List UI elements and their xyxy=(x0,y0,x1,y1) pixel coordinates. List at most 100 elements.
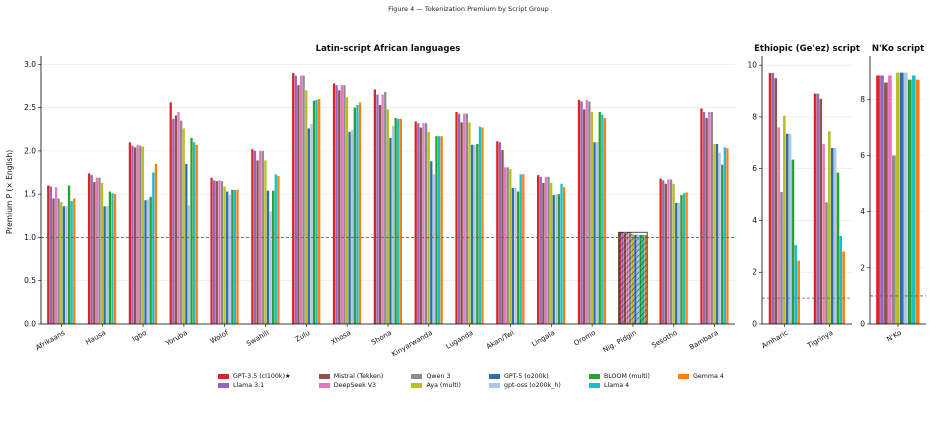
y-tick-label: 6 xyxy=(752,164,757,173)
bar xyxy=(911,75,916,324)
bar xyxy=(272,190,275,324)
bar xyxy=(876,75,880,324)
bar xyxy=(601,114,604,324)
bar-hatch xyxy=(626,232,629,324)
bar xyxy=(907,79,912,324)
bar xyxy=(519,174,522,324)
legend-swatch xyxy=(218,374,229,379)
bar xyxy=(152,172,155,324)
bar xyxy=(190,137,193,324)
bar xyxy=(598,111,601,325)
bar xyxy=(391,125,395,325)
bar xyxy=(103,206,106,324)
bar xyxy=(498,142,502,324)
bar xyxy=(785,133,789,324)
y-axis-label: Premium P (× English) xyxy=(5,150,14,234)
x-tick-label: Xhosa xyxy=(330,329,353,347)
bar xyxy=(478,126,482,325)
bar xyxy=(503,167,507,324)
bar xyxy=(788,133,792,324)
y-tick-label: 8 xyxy=(860,95,865,104)
bar xyxy=(664,183,667,324)
x-tick-label: Amharic xyxy=(760,329,789,351)
bar xyxy=(187,205,191,324)
x-tick-label: Wolof xyxy=(209,329,230,346)
legend-label: GPT-3.5 (cl100k)★ xyxy=(233,373,291,380)
bar xyxy=(335,85,338,324)
bar-hatch xyxy=(636,234,640,324)
bar xyxy=(511,188,515,324)
bar-hatch xyxy=(629,232,632,324)
bar xyxy=(62,206,66,324)
bar xyxy=(685,192,688,324)
bar xyxy=(836,172,840,324)
bar xyxy=(680,195,683,324)
bar xyxy=(432,174,436,324)
bar xyxy=(713,143,716,324)
bar xyxy=(70,201,73,324)
panel-title: Ethiopic (Ge'ez) script xyxy=(754,44,860,54)
bar xyxy=(139,145,142,324)
bar xyxy=(179,120,183,324)
bar xyxy=(723,147,726,324)
legend-swatch xyxy=(411,383,423,388)
bar xyxy=(277,175,280,324)
bar xyxy=(397,118,400,325)
y-tick-label: 8 xyxy=(752,112,757,121)
bar xyxy=(470,144,474,324)
bar xyxy=(299,75,303,325)
bar xyxy=(783,115,786,324)
bar xyxy=(228,195,231,324)
legend-label: Mistral (Tekken) xyxy=(333,373,384,380)
bar xyxy=(49,186,53,324)
bar xyxy=(93,182,96,324)
bar xyxy=(797,260,800,324)
bar xyxy=(537,175,540,324)
bar xyxy=(302,75,305,325)
bar xyxy=(903,72,908,324)
bar xyxy=(358,102,362,324)
bar xyxy=(514,188,517,324)
bar xyxy=(220,181,224,324)
bar xyxy=(274,174,277,324)
legend-label: Llama 3.1 xyxy=(233,382,265,389)
legend-item: Mistral (Tekken) xyxy=(318,373,398,380)
bar xyxy=(794,245,798,324)
x-tick-label: Lingala xyxy=(530,329,556,349)
bar xyxy=(73,198,76,324)
panel-title: Latin-script African languages xyxy=(316,44,461,54)
bar xyxy=(149,196,152,324)
y-tick-label: 2.5 xyxy=(24,103,36,112)
bar xyxy=(557,194,561,324)
chart-panel: 0 2 4 6 8 10 Amharic Tigrinya Ethiopic (Ge'ez) s… xyxy=(747,44,859,350)
bar xyxy=(213,180,216,324)
bar xyxy=(226,191,229,324)
bar xyxy=(659,178,662,324)
bar-hatch xyxy=(618,232,621,324)
bar xyxy=(345,97,349,325)
bar xyxy=(294,75,297,325)
legend-item: BLOOM (multi) xyxy=(588,373,664,380)
bar xyxy=(590,111,594,325)
y-tick-label: 2 xyxy=(860,263,865,272)
bar xyxy=(888,75,892,324)
figure-title: Figure 4 — Tokenization Premium by Scrip… xyxy=(388,5,549,13)
x-tick-label: Tigrinya xyxy=(805,329,834,350)
bar xyxy=(473,144,476,324)
legend-label: Llama 4 xyxy=(603,382,630,389)
x-tick-label: Swahili xyxy=(245,329,270,348)
bar xyxy=(386,109,389,324)
bar xyxy=(437,136,441,324)
bar xyxy=(549,182,553,324)
chart-panel: 0.0 0.5 1.0 1.5 2.0 2.5 3.0 Afrikaans Hausa Igbo Y… xyxy=(5,44,735,358)
bar xyxy=(468,122,471,324)
bar xyxy=(547,176,550,324)
x-tick-label: Oromo xyxy=(573,329,597,348)
bar xyxy=(389,137,392,324)
legend-item: GPT-3.5 (cl100k)★ xyxy=(218,373,305,380)
y-tick-label: 0.0 xyxy=(24,320,36,329)
y-tick-label: 6 xyxy=(860,151,865,160)
bar xyxy=(588,101,591,324)
bar xyxy=(440,136,443,324)
